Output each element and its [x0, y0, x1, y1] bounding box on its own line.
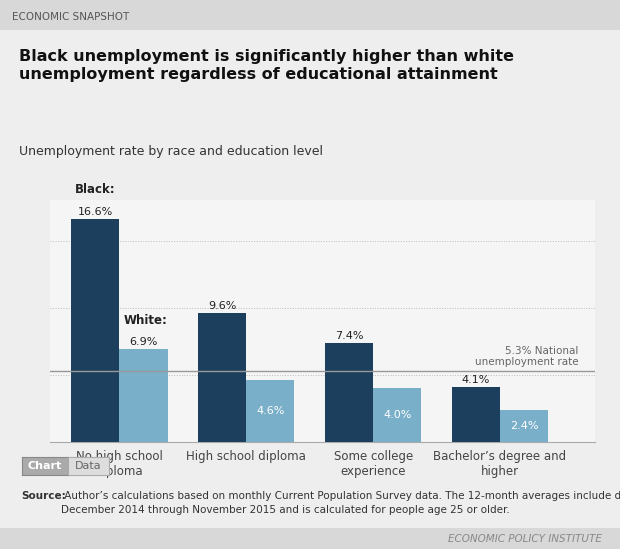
Text: Black:: Black: [75, 183, 115, 197]
Text: Source:: Source: [22, 491, 66, 501]
Text: 2.4%: 2.4% [510, 421, 538, 431]
Text: ECONOMIC SNAPSHOT: ECONOMIC SNAPSHOT [12, 12, 130, 21]
Text: 5.3% National
unemployment rate: 5.3% National unemployment rate [475, 346, 578, 367]
Text: 4.1%: 4.1% [462, 375, 490, 385]
Text: ECONOMIC POLICY INSTITUTE: ECONOMIC POLICY INSTITUTE [448, 534, 601, 544]
Bar [198, 313, 246, 442]
Text: Unemployment rate by race and education level: Unemployment rate by race and education … [19, 145, 322, 159]
Text: 6.9%: 6.9% [130, 337, 157, 348]
Text: Chart: Chart [28, 461, 62, 471]
Text: Author’s calculations based on monthly Current Population Survey data. The 12-mo: Author’s calculations based on monthly C… [61, 491, 620, 514]
Text: White:: White: [124, 313, 168, 327]
Text: 4.6%: 4.6% [256, 406, 285, 416]
Bar [325, 343, 373, 442]
Text: Black unemployment is significantly higher than white
unemployment regardless of: Black unemployment is significantly high… [19, 49, 513, 82]
Text: 4.0%: 4.0% [383, 410, 412, 420]
Bar [246, 380, 294, 442]
Bar [373, 388, 422, 442]
Bar [452, 387, 500, 442]
Text: 16.6%: 16.6% [78, 207, 113, 217]
Text: 9.6%: 9.6% [208, 301, 236, 311]
Bar [71, 219, 120, 442]
Bar [500, 410, 548, 442]
Text: 7.4%: 7.4% [335, 330, 363, 340]
Bar [120, 349, 167, 442]
Text: Data: Data [75, 461, 102, 471]
